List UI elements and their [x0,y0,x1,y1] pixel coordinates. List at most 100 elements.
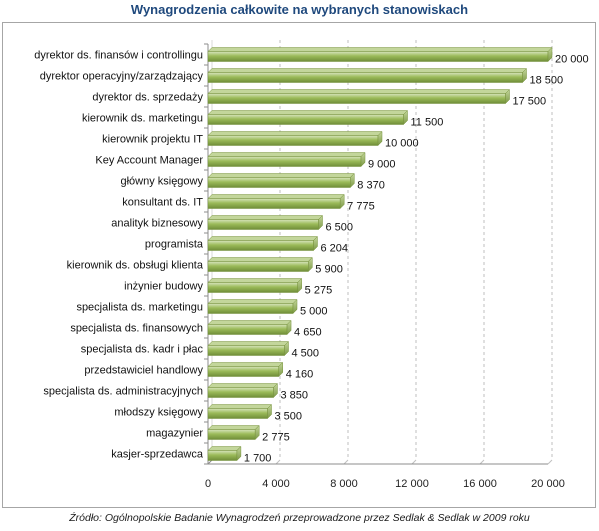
data-label: 3 850 [280,390,308,402]
category-label: specjalista ds. administracyjnych [43,386,203,398]
bar [207,198,341,209]
bar-top [207,173,355,178]
data-label: 5 900 [315,264,343,276]
chart-title: Wynagrodzenia całkowite na wybranych sta… [130,2,469,17]
category-label: główny księgowy [120,176,203,188]
bar-end [522,67,527,84]
bar-end [236,445,242,462]
bar-end [403,109,408,126]
bar-top [207,68,528,73]
bar-top [207,152,366,157]
data-label: 6 204 [320,243,348,255]
bars [207,46,553,462]
category-label: przedstawiciel handlowy [84,365,203,377]
bar-end [547,46,553,63]
category-label: specjalista ds. finansowych [70,323,203,335]
data-label: 3 500 [275,411,303,423]
bar-end [377,130,383,147]
bar-top [207,131,383,136]
bar [207,387,274,398]
data-label: 9 000 [368,159,396,171]
source-note: Źródło: Ogólnopolskie Badanie Wynagrodze… [69,512,530,524]
category-label: kasjer-sprzedawca [111,449,204,461]
bar [207,303,294,314]
bar-top [207,383,279,388]
data-label: 4 160 [286,369,314,381]
bar [207,429,256,440]
category-label: młodszy księgowy [114,407,203,419]
bar-end [254,424,260,441]
x-tick-label: 16 000 [463,478,497,490]
category-label: inżynier budowy [124,281,203,293]
bar [207,282,298,293]
gridline-floor [411,459,417,465]
data-label: 1 700 [244,453,272,465]
bar-top [207,47,553,52]
x-tick-label: 0 [205,478,211,490]
data-label: 7 775 [347,201,375,213]
bar-end [297,277,302,294]
category-label: analityk biznesowy [111,218,203,230]
data-label: 8 370 [357,180,385,192]
data-label: 2 775 [262,432,290,444]
gridline-floor [275,459,281,465]
data-label: 4 650 [294,327,322,339]
gridline-floor [343,459,349,465]
bar-end [292,298,298,315]
category-label: kierownik ds. obsługi klienta [67,260,204,272]
bar-top [207,257,313,262]
category-label: magazynier [146,428,203,440]
bar-top [207,215,324,220]
x-tick-label: 4 000 [262,478,290,490]
bar-top [207,278,303,283]
gridline-floor [547,459,553,465]
category-label: dyrektor operacyjny/zarządzający [40,71,204,83]
bar-end [318,214,323,231]
bar-end [339,193,345,210]
category-label: Key Account Manager [95,155,203,167]
bar-top [207,446,242,451]
category-label: programista [145,239,204,251]
category-label: konsultant ds. IT [122,197,203,209]
bar-top [207,362,284,367]
labels: 0 4 000 8 000 12 000 16 000 20 000 20 000 dyrek… [34,50,588,491]
data-label: 11 500 [411,117,444,129]
bar-end [286,319,292,336]
bar-end [505,88,510,105]
bar-top [207,236,319,241]
bar [207,408,268,419]
x-tick-label: 8 000 [330,478,358,490]
bar-top [207,425,260,430]
bar-end [350,172,355,189]
chart-frame [2,22,596,508]
data-label: 5 000 [300,306,328,318]
category-label: specjalista ds. marketingu [76,302,203,314]
bar [207,51,549,62]
bar [207,261,309,272]
bar [207,345,285,356]
bar [207,366,279,377]
data-label: 6 500 [326,222,354,234]
bar [207,240,314,251]
bar-end [267,403,272,420]
bar-top [207,299,298,304]
bar-top [207,341,290,346]
bar-end [278,361,283,378]
data-label: 17 500 [513,96,547,108]
category-label: dyrektor ds. finansów i controllingu [34,50,203,62]
data-label: 5 275 [305,285,333,297]
bar [207,219,319,230]
bar [207,450,238,461]
category-label: kierownik projektu IT [102,134,203,146]
bar [207,93,506,104]
category-label: specjalista ds. kadr i płac [81,344,204,356]
bar-end [284,340,289,357]
bar-end [360,151,366,168]
bar-top [207,320,292,325]
gridline-floor [479,459,485,465]
bar-end [313,235,318,252]
bar [207,72,523,83]
bar-top [207,89,511,94]
bar-top [207,404,273,409]
